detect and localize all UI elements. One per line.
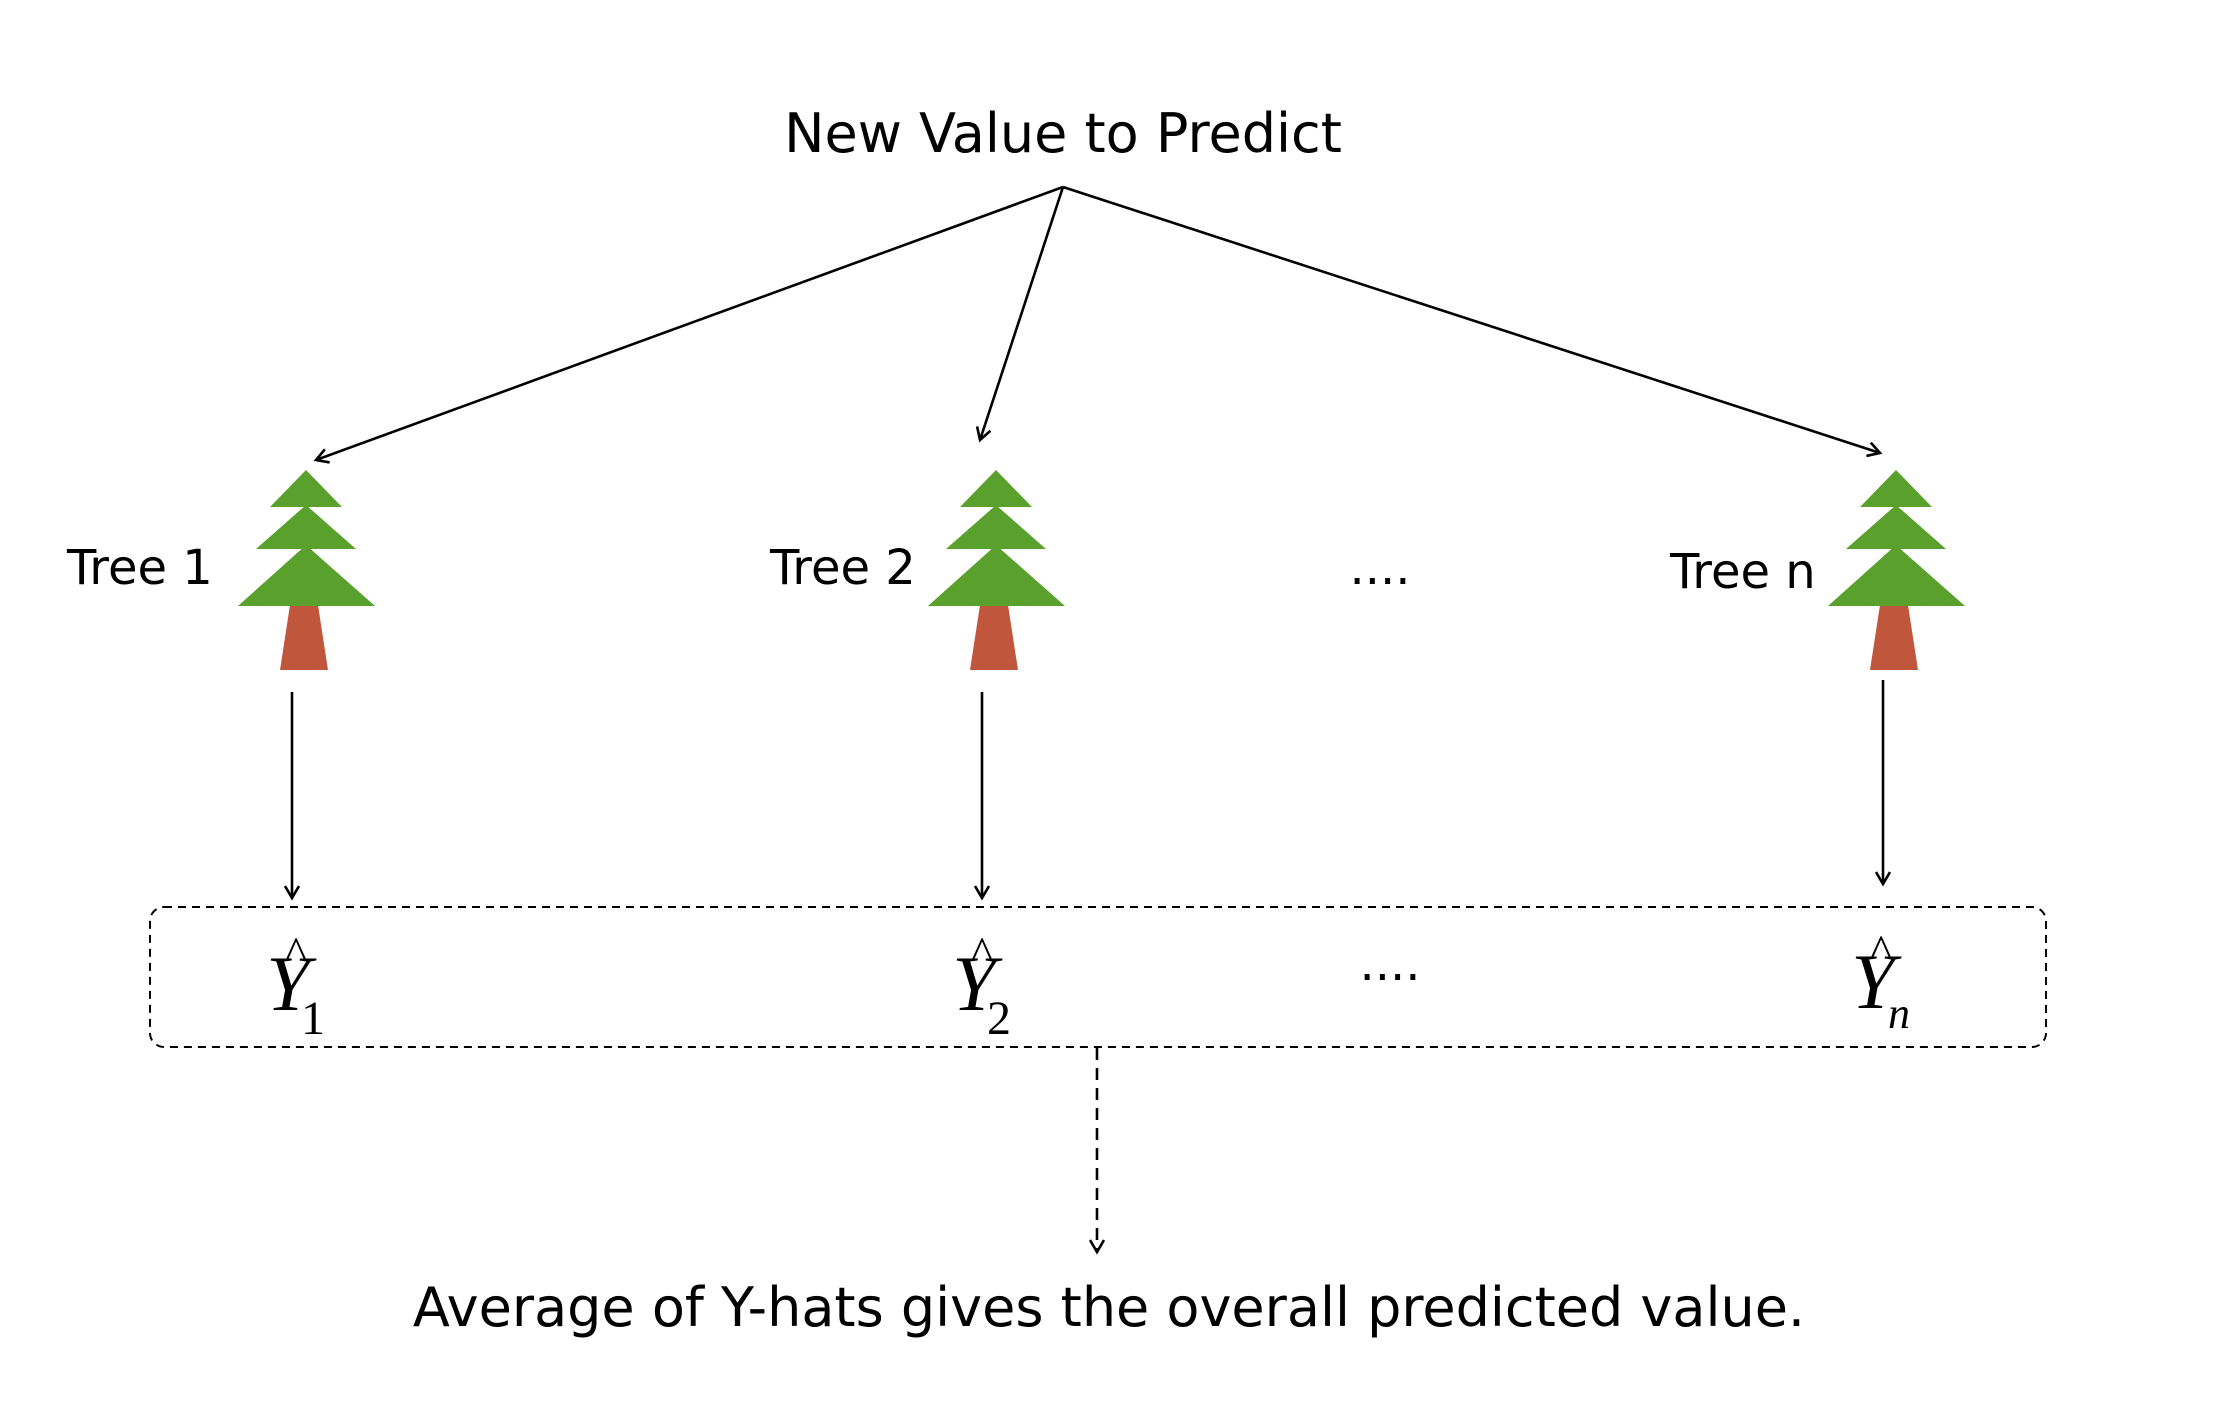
prediction-ellipsis: .... — [1359, 936, 1420, 992]
tree-trunk — [970, 605, 1018, 670]
yhat-n-hat: ^ — [1870, 925, 1892, 976]
prediction-yhat-1: ^ Y 1 — [266, 927, 325, 1045]
predictions-box — [149, 906, 2047, 1048]
tree-foliage-middle — [946, 505, 1046, 549]
yhat-n-symbol: Y — [1851, 938, 1902, 1025]
tree-to-prediction-arrows — [292, 680, 1883, 898]
tree-foliage-bottom — [238, 545, 375, 606]
footer-text: Average of Y-hats gives the overall pred… — [413, 1276, 1805, 1339]
tree-n-label: Tree n — [1669, 544, 1816, 600]
arrow-to-tree-n — [1062, 185, 1880, 453]
yhat-1-hat: ^ — [285, 927, 307, 978]
yhat-2-hat: ^ — [971, 927, 993, 978]
tree-trunk — [280, 605, 328, 670]
tree-2: Tree 2 — [769, 470, 1065, 670]
pine-tree-icon — [1828, 470, 1965, 670]
tree-foliage-middle — [1846, 505, 1946, 549]
pine-tree-icon — [238, 470, 375, 670]
tree-n: Tree n — [1669, 470, 1965, 670]
title-to-tree-arrows — [316, 185, 1880, 460]
arrow-to-tree-1 — [316, 185, 1064, 460]
tree-foliage-top — [1860, 470, 1932, 507]
yhat-2-symbol: Y — [952, 940, 1003, 1027]
tree-2-label: Tree 2 — [769, 540, 916, 596]
yhat-1-symbol: Y — [266, 940, 317, 1027]
prediction-yhat-2: ^ Y 2 — [952, 927, 1011, 1045]
yhat-2-subscript: 2 — [987, 992, 1011, 1045]
tree-foliage-bottom — [1828, 545, 1965, 606]
tree-foliage-top — [960, 470, 1032, 507]
tree-foliage-bottom — [928, 545, 1065, 606]
yhat-n-subscript: n — [1888, 989, 1910, 1038]
tree-1: Tree 1 — [66, 470, 375, 670]
tree-ellipsis: .... — [1349, 540, 1410, 596]
tree-1-label: Tree 1 — [66, 540, 213, 596]
yhat-1-subscript: 1 — [301, 992, 325, 1045]
diagram-title: New Value to Predict — [784, 102, 1342, 165]
pine-tree-icon — [928, 470, 1065, 670]
arrow-to-tree-2 — [980, 186, 1065, 440]
tree-trunk — [1870, 605, 1918, 670]
tree-foliage-middle — [256, 505, 356, 549]
prediction-yhat-n: ^ Y n — [1851, 925, 1910, 1038]
tree-foliage-top — [270, 470, 342, 507]
